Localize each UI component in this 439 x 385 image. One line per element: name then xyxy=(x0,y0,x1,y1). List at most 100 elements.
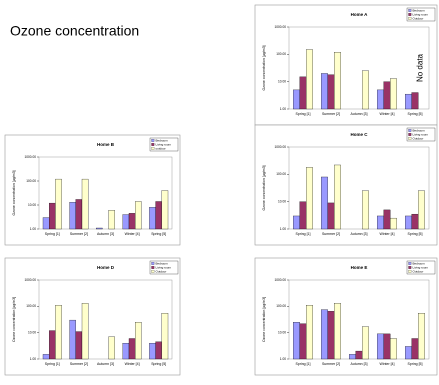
bar xyxy=(349,354,356,360)
y-tick-label: 1000.00 xyxy=(24,278,36,282)
legend xyxy=(149,137,179,152)
bar xyxy=(411,213,419,230)
y-tick-label: 100.00 xyxy=(276,52,286,56)
bar xyxy=(362,190,369,230)
y-axis-label: Ozone concentration [µg/m3] xyxy=(262,165,266,210)
y-tick-label: 1.00 xyxy=(30,227,36,231)
bar xyxy=(155,341,162,360)
legend-label: Outdoor xyxy=(413,16,424,20)
legend-label: Living room xyxy=(413,132,429,136)
bar xyxy=(405,346,412,360)
y-tick-label: 1.00 xyxy=(280,107,286,111)
x-tick-label: Summer [2] xyxy=(322,232,340,236)
legend-label: Living room xyxy=(413,12,429,16)
chart: Home C Ozone concentration [µg/m3] 1.00 10.… xyxy=(254,124,438,246)
bar xyxy=(155,201,162,230)
bar xyxy=(128,338,136,360)
bar xyxy=(299,201,307,230)
x-tick-label: Spring [5] xyxy=(408,112,423,116)
x-tick-label: Spring [1] xyxy=(45,362,60,366)
y-axis-label: Ozone concentration [µg/m3] xyxy=(12,297,16,342)
bar xyxy=(411,92,419,110)
bar xyxy=(306,167,313,230)
legend-swatch xyxy=(151,262,155,265)
y-tick-label: 10.00 xyxy=(28,331,36,335)
legend-swatch xyxy=(151,143,155,146)
legend-label: outdoor xyxy=(156,146,166,150)
bar xyxy=(334,52,341,110)
bar xyxy=(377,333,384,360)
bar xyxy=(69,319,76,360)
y-tick-label: 1000.00 xyxy=(24,155,36,159)
x-tick-label: Winter [4] xyxy=(380,362,395,366)
bar xyxy=(321,309,328,360)
y-axis-label: Ozone concentration [µg/m3] xyxy=(262,297,266,342)
legend-swatch xyxy=(408,17,412,20)
legend-label: Outdoor xyxy=(413,136,424,140)
chart: Home E Ozone concentration [µg/m3] 1.00 10.… xyxy=(254,257,438,376)
x-tick-label: Autumn [3] xyxy=(351,362,368,366)
bar xyxy=(334,164,341,230)
y-tick-label: 100.00 xyxy=(276,304,286,308)
y-tick-label: 10.00 xyxy=(278,80,286,84)
chart-title: Home B xyxy=(97,142,115,147)
bar xyxy=(149,342,156,360)
bar xyxy=(75,331,83,360)
bar xyxy=(293,322,300,360)
chart-title: Home A xyxy=(351,12,369,17)
y-tick-label: 10.00 xyxy=(278,331,286,335)
bar xyxy=(306,49,313,110)
legend xyxy=(406,260,436,275)
legend-swatch xyxy=(408,129,412,132)
legend-label: Outdoor xyxy=(156,269,167,273)
y-axis-label: Ozone concentration [µg/m3] xyxy=(12,170,16,215)
bar xyxy=(405,93,412,110)
bar xyxy=(362,70,369,110)
bar xyxy=(321,176,328,230)
y-tick-label: 1.00 xyxy=(280,227,286,231)
legend-label: Living room xyxy=(413,265,429,269)
x-tick-label: Winter [4] xyxy=(380,112,395,116)
x-tick-label: Summer [2] xyxy=(70,232,88,236)
bar xyxy=(161,313,169,360)
y-tick-label: 1000.00 xyxy=(274,25,286,29)
bar xyxy=(108,210,115,230)
bar xyxy=(293,215,300,230)
chart-title: Home D xyxy=(97,265,115,270)
bar xyxy=(383,81,391,110)
y-axis-label: Ozone concentration [µg/m3] xyxy=(262,45,266,90)
bar xyxy=(293,89,300,110)
bar xyxy=(42,217,50,230)
x-tick-label: Winter [4] xyxy=(380,232,395,236)
y-tick-label: 1000.00 xyxy=(274,278,286,282)
legend-swatch xyxy=(151,139,155,142)
legend-label: Living room xyxy=(156,265,172,269)
x-tick-label: Spring [5] xyxy=(151,232,166,236)
legend-swatch xyxy=(151,270,155,273)
bar xyxy=(122,342,130,360)
bar xyxy=(390,338,397,360)
legend-swatch xyxy=(408,270,412,273)
bar xyxy=(81,178,89,230)
legend-label: Outdoor xyxy=(413,269,424,273)
legend-swatch xyxy=(408,133,412,136)
x-tick-label: Summer [2] xyxy=(70,362,88,366)
x-tick-label: Spring [1] xyxy=(296,112,311,116)
chart-title: Home E xyxy=(351,265,368,270)
bar xyxy=(418,313,425,360)
bar xyxy=(362,326,369,360)
bar xyxy=(418,190,425,230)
x-tick-label: Winter [4] xyxy=(125,362,140,366)
legend-label: Bedroom xyxy=(413,8,426,12)
bar xyxy=(327,74,335,110)
bar xyxy=(377,215,384,230)
bar xyxy=(55,305,62,360)
bar xyxy=(405,215,412,230)
x-tick-label: Spring [1] xyxy=(45,232,60,236)
bar xyxy=(377,89,384,110)
bar xyxy=(135,322,142,360)
bar xyxy=(383,333,391,360)
bar xyxy=(327,311,335,360)
legend xyxy=(149,260,179,275)
x-tick-label: Winter [4] xyxy=(125,232,140,236)
